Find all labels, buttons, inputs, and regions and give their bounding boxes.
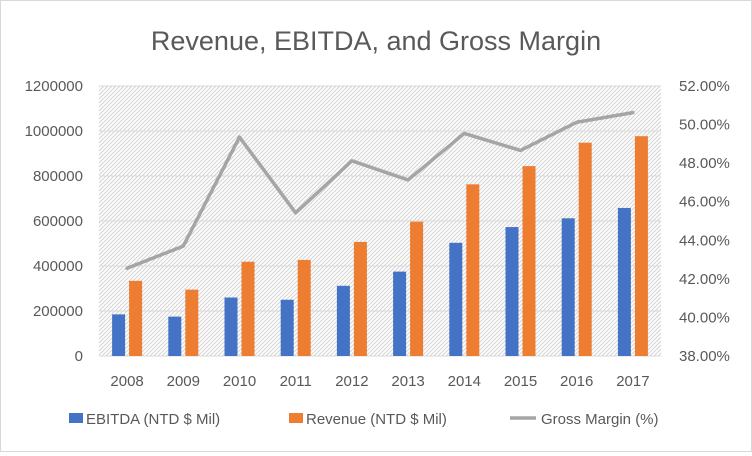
bar-revenue-2012 bbox=[353, 241, 367, 356]
legend-swatch bbox=[289, 413, 303, 423]
x-tick-label: 2016 bbox=[560, 373, 593, 390]
x-tick-label: 2014 bbox=[448, 373, 481, 390]
x-tick-label: 2008 bbox=[110, 373, 143, 390]
line-series bbox=[125, 110, 635, 270]
gross-margin-line bbox=[125, 110, 635, 270]
left-axis: 0 200000 400000 600000 800000 1000000 1200000 bbox=[25, 78, 83, 365]
bar-ebitda-2009 bbox=[168, 316, 182, 356]
left-tick-label: 1200000 bbox=[25, 78, 83, 95]
bar-revenue-2008 bbox=[129, 280, 143, 356]
x-axis: 2008 2009 2010 2011 2012 2013 2014 2015 2016 2017 bbox=[110, 373, 649, 390]
bar-ebitda-2017 bbox=[617, 207, 631, 356]
legend-label: EBITDA (NTD $ Mil) bbox=[86, 411, 220, 428]
left-tick-label: 600000 bbox=[33, 213, 83, 230]
bar-ebitda-2015 bbox=[505, 227, 519, 356]
bar-ebitda-2012 bbox=[336, 285, 350, 356]
left-tick-label: 0 bbox=[75, 348, 83, 365]
left-tick-label: 200000 bbox=[33, 303, 83, 320]
left-tick-label: 800000 bbox=[33, 168, 83, 185]
bar-ebitda-2014 bbox=[449, 242, 463, 356]
bar-revenue-2011 bbox=[297, 259, 311, 356]
bar-revenue-2010 bbox=[241, 261, 255, 356]
right-tick-label: 38.00% bbox=[679, 348, 730, 365]
bar-ebitda-2016 bbox=[561, 218, 575, 356]
right-tick-label: 40.00% bbox=[679, 309, 730, 326]
right-tick-label: 44.00% bbox=[679, 232, 730, 249]
bar-ebitda-2011 bbox=[280, 299, 294, 356]
x-tick-label: 2017 bbox=[616, 373, 649, 390]
legend: EBITDA (NTD $ Mil) Revenue (NTD $ Mil) Gro… bbox=[69, 411, 659, 428]
left-tick-label: 400000 bbox=[33, 258, 83, 275]
chart-title: Revenue, EBITDA, and Gross Margin bbox=[151, 26, 601, 56]
right-tick-label: 48.00% bbox=[679, 155, 730, 172]
bar-ebitda-2008 bbox=[112, 314, 126, 356]
legend-label: Gross Margin (%) bbox=[541, 411, 659, 428]
bar-series bbox=[112, 136, 648, 356]
x-tick-label: 2013 bbox=[391, 373, 424, 390]
x-tick-label: 2015 bbox=[504, 373, 537, 390]
right-tick-label: 52.00% bbox=[679, 78, 730, 95]
x-tick-label: 2010 bbox=[223, 373, 256, 390]
x-tick-label: 2009 bbox=[167, 373, 200, 390]
right-tick-label: 46.00% bbox=[679, 194, 730, 211]
bar-revenue-2016 bbox=[578, 142, 592, 356]
bar-revenue-2013 bbox=[410, 221, 424, 356]
bar-ebitda-2010 bbox=[224, 297, 238, 356]
legend-swatch bbox=[69, 413, 83, 423]
right-tick-label: 50.00% bbox=[679, 117, 730, 134]
bar-revenue-2017 bbox=[634, 136, 648, 356]
bar-revenue-2015 bbox=[522, 166, 536, 356]
right-tick-label: 42.00% bbox=[679, 271, 730, 288]
legend-label: Revenue (NTD $ Mil) bbox=[306, 411, 447, 428]
left-tick-label: 1000000 bbox=[25, 123, 83, 140]
right-axis: 38.00% 40.00% 42.00% 44.00% 46.00% 48.00% 50.0… bbox=[679, 78, 730, 365]
bar-ebitda-2013 bbox=[393, 271, 407, 356]
bar-revenue-2014 bbox=[466, 184, 480, 356]
x-tick-label: 2011 bbox=[280, 373, 312, 390]
bar-revenue-2009 bbox=[185, 289, 199, 356]
x-tick-label: 2012 bbox=[335, 373, 368, 390]
